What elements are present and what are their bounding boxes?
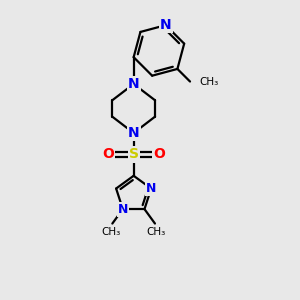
Text: O: O [103,147,114,161]
Text: N: N [128,126,140,140]
Text: CH₃: CH₃ [101,227,121,237]
Text: N: N [118,202,128,216]
Text: O: O [153,147,165,161]
Text: S: S [129,147,139,161]
Text: N: N [146,182,156,195]
Text: N: N [128,77,140,91]
Text: CH₃: CH₃ [147,227,166,237]
Text: CH₃: CH₃ [200,76,219,86]
Text: N: N [160,18,172,32]
